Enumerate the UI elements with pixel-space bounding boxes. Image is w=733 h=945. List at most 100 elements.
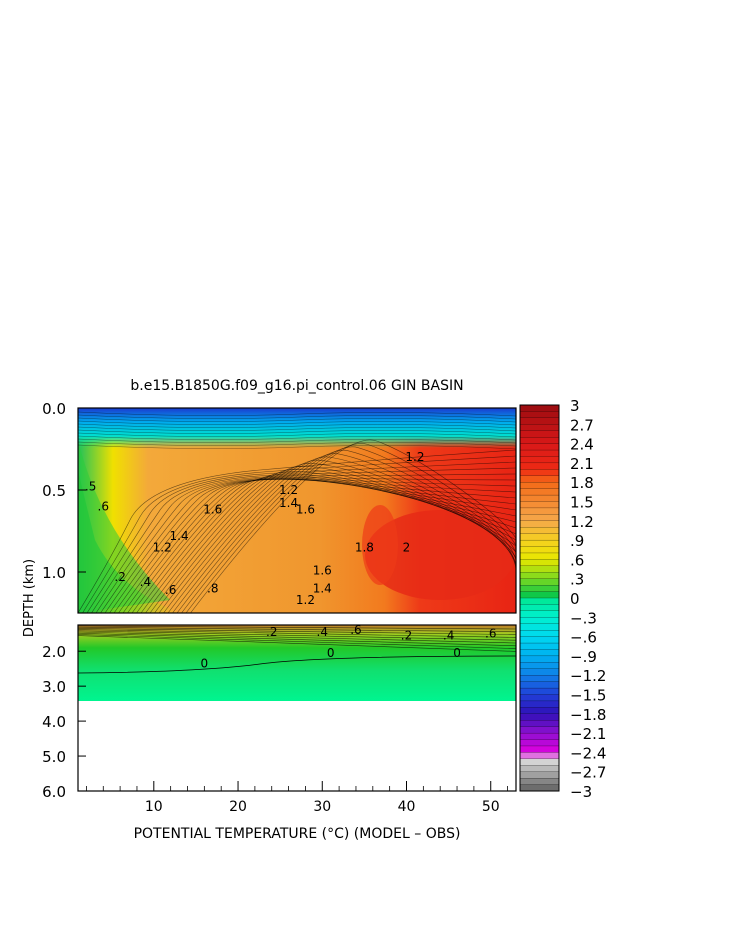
- contour-label: 1.4: [279, 496, 298, 510]
- colorbar: 32.7 2.42.11.8 1.51.2.9.6 .30−.3 −.6−.9−1.2 −…: [519, 397, 606, 801]
- colorbar-swatch: [519, 437, 560, 445]
- contour-label: .2: [114, 570, 125, 584]
- contour-line: [82, 455, 516, 613]
- upper-panel-field: [78, 408, 516, 613]
- contour-label: .4: [317, 625, 328, 639]
- y-tick-label: 1.0: [42, 564, 66, 582]
- colorbar-tick-label: .3: [570, 571, 584, 589]
- colorbar-swatch: [519, 707, 560, 715]
- colorbar-swatch: [519, 475, 560, 483]
- colorbar-swatch: [519, 739, 560, 747]
- colorbar-swatch: [519, 443, 560, 451]
- colorbar-tick-label: .9: [570, 532, 584, 550]
- contour-label: .5: [85, 480, 96, 494]
- upper-panel-frame: [77, 407, 517, 614]
- colorbar-tick-label: −1.5: [570, 687, 606, 705]
- y-axis-label: DEPTH (km): [22, 559, 37, 637]
- colorbar-swatch: [519, 565, 560, 573]
- colorbar-swatch: [519, 559, 560, 567]
- contour-label: 1.2: [279, 483, 298, 497]
- colorbar-tick-label: 1.5: [570, 494, 594, 512]
- colorbar-swatch: [519, 417, 560, 425]
- colorbar-swatch: [519, 700, 560, 708]
- colorbar-swatch: [519, 681, 560, 689]
- colorbar-swatch: [519, 449, 560, 457]
- colorbar-swatch: [519, 597, 560, 605]
- chart-title: b.e15.B1850G.f09_g16.pi_control.06 GIN B…: [130, 378, 463, 394]
- contour-line: [131, 476, 516, 613]
- colorbar-swatch: [519, 778, 560, 786]
- colorbar-swatch: [519, 552, 560, 560]
- contour-label: .6: [350, 623, 361, 637]
- contour-label: 0: [201, 656, 209, 670]
- contour-label: .6: [98, 499, 109, 513]
- contour-line: [158, 462, 516, 613]
- contour-line: [78, 635, 516, 652]
- contour-label: .6: [165, 583, 176, 597]
- colorbar-swatch: [519, 623, 560, 631]
- contour-line: [78, 435, 516, 441]
- colorbar-swatch: [519, 456, 560, 464]
- contour-line: [109, 478, 516, 613]
- colorbar-swatch: [519, 713, 560, 721]
- colorbar-swatch: [519, 424, 560, 432]
- colorbar-swatch: [519, 675, 560, 683]
- contour-line: [78, 423, 516, 429]
- contour-label: 1.6: [203, 503, 222, 517]
- colorbar-tick-label: 2.4: [570, 436, 594, 454]
- contour-line: [78, 438, 516, 444]
- contour-line: [185, 443, 516, 613]
- colorbar-swatch: [519, 488, 560, 496]
- colorbar-tick-label: 1.8: [570, 474, 594, 492]
- colorbar-tick-label: −2.4: [570, 744, 606, 762]
- y-tick-label: 0.0: [42, 400, 66, 418]
- contour-line: [78, 441, 516, 447]
- contour-line: [78, 630, 516, 641]
- y-tick-label: 0.5: [42, 482, 66, 500]
- colorbar-swatch: [519, 630, 560, 638]
- colorbar-swatch: [519, 462, 560, 470]
- contour-line: [78, 429, 516, 435]
- colorbar-swatch: [519, 720, 560, 728]
- contour-line: [78, 631, 516, 644]
- y-tick-label: 5.0: [42, 748, 66, 766]
- contour-label: 1.8: [355, 540, 374, 554]
- contour-line: [181, 446, 516, 613]
- contour-line: [104, 478, 516, 613]
- contour-line: [78, 411, 516, 417]
- contour-line: [78, 414, 516, 420]
- colorbar-swatch: [519, 726, 560, 734]
- y-tick-label: 6.0: [42, 783, 66, 801]
- colorbar-swatch: [519, 655, 560, 663]
- contour-line: [95, 473, 516, 613]
- contour-line: [100, 477, 516, 613]
- colorbar-swatch: [519, 758, 560, 766]
- colorbar-swatch: [519, 404, 560, 412]
- colorbar-swatch: [519, 469, 560, 477]
- contour-line: [127, 477, 516, 613]
- contour-line: [78, 449, 516, 613]
- colorbar-swatch: [519, 585, 560, 593]
- contour-line: [78, 417, 516, 423]
- contour-line: [78, 626, 516, 633]
- zero-contour: [78, 655, 516, 674]
- colorbar-tick-label: 1.2: [570, 513, 594, 531]
- contour-label: 0: [453, 646, 461, 660]
- colorbar-swatch: [519, 527, 560, 535]
- contour-label: .2: [401, 628, 412, 642]
- contour-line: [78, 420, 516, 426]
- colorbar-tick-label: .6: [570, 551, 584, 569]
- colorbar-tick-label: −.9: [570, 648, 597, 666]
- contour-label: 1.2: [153, 540, 172, 554]
- x-tick-label: 20: [229, 799, 247, 815]
- colorbar-swatch: [519, 687, 560, 696]
- contour-line: [122, 478, 516, 613]
- contour-label: .6: [485, 627, 496, 641]
- colorbar-tick-label: 2.7: [570, 416, 594, 434]
- contour-label: .2: [266, 625, 277, 639]
- colorbar-swatch: [519, 617, 560, 625]
- colorbar-swatch: [519, 604, 560, 612]
- colorbar-swatch: [519, 752, 560, 760]
- lower-panel-field: [78, 625, 516, 701]
